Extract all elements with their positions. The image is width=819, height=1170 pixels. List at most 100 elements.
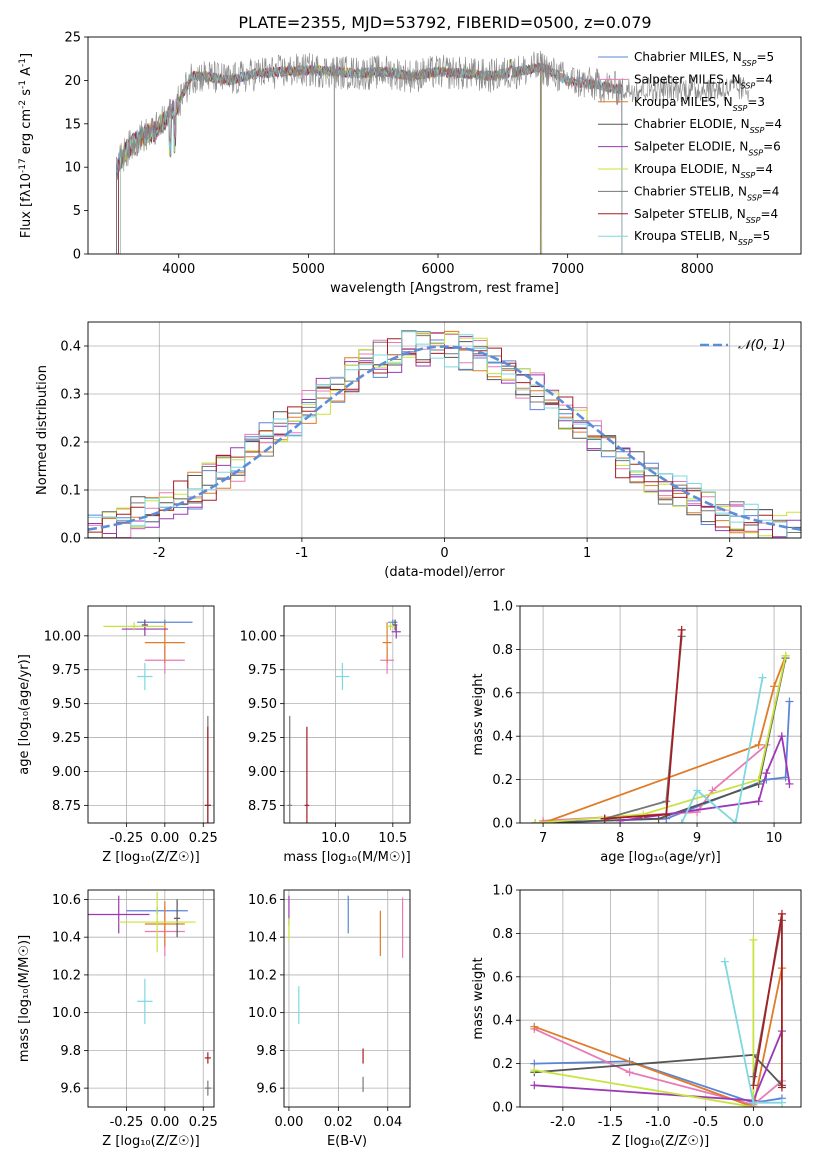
y-label-part: λ (19, 189, 34, 197)
y-tick-label: 5 (73, 204, 81, 219)
x-tick-label: 1 (583, 546, 591, 561)
x-tick-label: -2 (153, 546, 166, 561)
marker-kroupa-elodie (781, 651, 790, 660)
axes-frame (87, 321, 802, 539)
marker-kroupa-stelib (693, 786, 702, 795)
y-label-part: ] (19, 53, 34, 58)
marker-kroupa-miles (770, 682, 779, 691)
y-tick-label: 0.2 (492, 1057, 513, 1072)
marker-kroupa-miles (539, 819, 548, 823)
marker-kroupa-stelib (731, 819, 740, 823)
x-axis-label: age [log₁₀(age/yr)] (600, 850, 721, 865)
marker-kroupa-miles (530, 1022, 539, 1031)
legend-subscript: SSP (741, 171, 756, 180)
x-tick-label: 0.0 (743, 1115, 764, 1130)
panel-age-vs-mass: 10.0 10.5 8.75 9.00 9.25 9.50 9.75 10.00 mass [l… (240, 605, 411, 865)
legend-subscript: SSP (750, 126, 765, 135)
y-label-part: A (19, 67, 34, 80)
legend-value: =4 (760, 207, 778, 221)
y-tick-label: 10.00 (240, 629, 277, 644)
legend-text: Salpeter ELODIE, N (634, 140, 748, 154)
y-label-part: erg cm (19, 109, 34, 158)
y-tick-label: 10.0 (248, 1006, 277, 1021)
series-line-salpeter-elodie (619, 732, 791, 822)
x-tick-label: 0.00 (150, 1115, 179, 1130)
marker-salpeter-miles (625, 1068, 634, 1077)
legend-value: =4 (764, 117, 782, 131)
y-tick-label: 8.75 (248, 799, 277, 814)
plot-area (288, 895, 404, 1092)
x-tick-label: 10.5 (378, 831, 407, 846)
y-tick-label: 10.2 (248, 968, 277, 983)
axes-frame (519, 889, 802, 1108)
legend-subscript: SSP (742, 59, 757, 68)
y-tick-label: 20 (64, 74, 81, 89)
x-axis-label: Z [log₁₀(Z/Z☉)] (102, 850, 199, 865)
y-tick-label: 9.8 (256, 1044, 277, 1059)
y-axis-label: age [log₁₀(age/yr)] (17, 654, 32, 775)
y-tick-label: 9.6 (60, 1082, 81, 1097)
y-tick-label: 0.0 (60, 532, 81, 547)
panel-mass-vs-Z: -0.25 0.00 0.25 9.6 9.8 10.0 10.2 10.4 10.6 Z [lo… (17, 889, 218, 1149)
marker-salpeter-stelib (677, 625, 686, 634)
histogram-salpeter-stelib (88, 338, 801, 538)
y-tick-label: 8.75 (52, 799, 81, 814)
x-tick-label: 8000 (681, 262, 714, 277)
panel-spectrum: 4000 5000 6000 7000 8000 0 5 10 15 20 25 wavelength… (18, 31, 802, 296)
legend-value: =3 (747, 95, 765, 109)
y-tick-label: 10.0 (52, 1006, 81, 1021)
marker-salpeter-stelib (777, 1083, 786, 1092)
x-axis-label: Z [log₁₀(Z/Z☉)] (612, 1134, 709, 1149)
series-line-salpeter-miles (533, 1028, 783, 1106)
y-tick-label: 9.00 (248, 765, 277, 780)
x-tick-label: 0.00 (274, 1115, 303, 1130)
spectrum-data (116, 50, 750, 181)
plot-area (88, 891, 211, 1096)
legend-value: =4 (762, 184, 780, 198)
marker-salpeter-stelib (600, 814, 609, 823)
y-tick-label: 9.75 (248, 663, 277, 678)
legend-text: Kroupa MILES, N (634, 95, 733, 109)
x-tick-label: 9 (693, 831, 701, 846)
x-tick-label: 10 (766, 831, 783, 846)
y-label-part: -1 (18, 58, 28, 67)
figure-title: PLATE=2355, MJD=53792, FIBERID=0500, z=0… (238, 13, 651, 32)
x-tick-label: 0.25 (189, 1115, 218, 1130)
marker-kroupa-elodie (639, 810, 648, 819)
legend-label-kroupa-miles: Kroupa MILES, NSSP=3 (634, 95, 765, 113)
legend-value: =4 (755, 72, 773, 86)
y-label-part: s (19, 89, 34, 100)
x-tick-label: 0.00 (150, 831, 179, 846)
legend-label-kroupa-elodie: Kroupa ELODIE, NSSP=4 (634, 162, 773, 180)
y-tick-label: 0 (73, 248, 81, 263)
y-tick-label: 1.0 (492, 600, 513, 615)
y-tick-label: 0.2 (492, 773, 513, 788)
marker-kroupa-stelib (720, 957, 729, 966)
legend-text: Chabrier STELIB, N (634, 184, 747, 198)
marker-kroupa-elodie (754, 775, 763, 784)
spectrum-kroupa-stelib (120, 62, 623, 254)
x-tick-label: -2.0 (550, 1115, 575, 1130)
histogram-kroupa-elodie (88, 332, 801, 538)
marker-kroupa-elodie (530, 1066, 539, 1075)
legend-value: =5 (753, 229, 771, 243)
y-axis-label: mass [log₁₀(M/M☉)] (17, 935, 32, 1062)
y-tick-label: 10.2 (52, 968, 81, 983)
x-axis-label: mass [log₁₀(M/M☉)] (283, 850, 410, 865)
legend-text: Chabrier ELODIE, N (634, 117, 750, 131)
series-line-chabrier-stelib (604, 636, 683, 820)
y-tick-label: 0.0 (492, 1101, 513, 1116)
y-tick-label: 0.6 (492, 686, 513, 701)
y-tick-label: 10.4 (248, 931, 277, 946)
y-axis-label: Normed distribution (35, 365, 50, 495)
panel-massweight-vs-Z: -2.0 -1.5 -1.0 -0.5 0.0 0.0 0.2 0.4 0.6 0.8 1.0 Z [… (471, 884, 802, 1149)
series-line-chabrier-miles (534, 1060, 783, 1104)
panel-age-vs-Z: -0.25 0.00 0.25 8.75 9.00 9.25 9.50 9.75 10.00 Z … (17, 605, 218, 865)
marker-salpeter-elodie (762, 769, 771, 778)
y-tick-label: 0.1 (60, 484, 81, 499)
legend-text: Kroupa STELIB, N (634, 229, 738, 243)
marker-kroupa-stelib (749, 1098, 758, 1107)
y-tick-label: 0.3 (60, 388, 81, 403)
y-axis-label: mass weight (471, 673, 486, 755)
